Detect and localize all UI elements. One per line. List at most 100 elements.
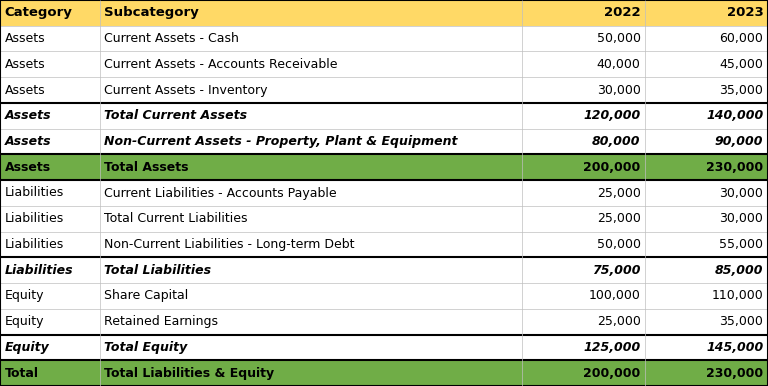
Bar xyxy=(0,129,100,154)
Bar xyxy=(645,309,768,335)
Bar xyxy=(645,283,768,309)
Bar xyxy=(0,232,100,257)
Bar xyxy=(100,257,522,283)
Text: 30,000: 30,000 xyxy=(597,83,641,96)
Text: 45,000: 45,000 xyxy=(720,58,763,71)
Bar xyxy=(100,0,522,26)
Text: 140,000: 140,000 xyxy=(706,109,763,122)
Bar xyxy=(522,360,645,386)
Text: 25,000: 25,000 xyxy=(597,315,641,328)
Bar xyxy=(645,26,768,51)
Text: Subcategory: Subcategory xyxy=(104,6,199,19)
Text: 200,000: 200,000 xyxy=(583,367,641,380)
Bar xyxy=(100,51,522,77)
Text: Assets: Assets xyxy=(5,32,45,45)
Text: 200,000: 200,000 xyxy=(583,161,641,174)
Text: 230,000: 230,000 xyxy=(707,161,763,174)
Bar xyxy=(522,0,645,26)
Text: 80,000: 80,000 xyxy=(592,135,641,148)
Bar xyxy=(100,232,522,257)
Text: 100,000: 100,000 xyxy=(588,290,641,303)
Bar xyxy=(522,26,645,51)
Text: Liabilities: Liabilities xyxy=(5,186,64,200)
Text: 30,000: 30,000 xyxy=(720,212,763,225)
Bar xyxy=(645,257,768,283)
Text: Assets: Assets xyxy=(5,109,51,122)
Text: 85,000: 85,000 xyxy=(715,264,763,277)
Text: 50,000: 50,000 xyxy=(597,238,641,251)
Text: Total Liabilities & Equity: Total Liabilities & Equity xyxy=(104,367,275,380)
Bar xyxy=(100,335,522,360)
Text: 35,000: 35,000 xyxy=(720,315,763,328)
Bar xyxy=(100,206,522,232)
Text: 2022: 2022 xyxy=(604,6,641,19)
Text: Current Liabilities - Accounts Payable: Current Liabilities - Accounts Payable xyxy=(104,186,337,200)
Text: 50,000: 50,000 xyxy=(597,32,641,45)
Bar xyxy=(100,309,522,335)
Bar xyxy=(522,77,645,103)
Bar xyxy=(522,309,645,335)
Text: Assets: Assets xyxy=(5,161,51,174)
Text: 145,000: 145,000 xyxy=(706,341,763,354)
Bar xyxy=(100,154,522,180)
Text: 120,000: 120,000 xyxy=(583,109,641,122)
Bar xyxy=(645,180,768,206)
Bar xyxy=(522,51,645,77)
Bar xyxy=(522,103,645,129)
Text: Total: Total xyxy=(5,367,38,380)
Bar xyxy=(522,283,645,309)
Text: 75,000: 75,000 xyxy=(592,264,641,277)
Bar xyxy=(522,154,645,180)
Text: 25,000: 25,000 xyxy=(597,212,641,225)
Text: Equity: Equity xyxy=(5,315,44,328)
Text: 60,000: 60,000 xyxy=(720,32,763,45)
Bar xyxy=(0,103,100,129)
Bar xyxy=(0,309,100,335)
Bar xyxy=(645,0,768,26)
Text: Assets: Assets xyxy=(5,58,45,71)
Text: Non-Current Liabilities - Long-term Debt: Non-Current Liabilities - Long-term Debt xyxy=(104,238,355,251)
Bar xyxy=(522,129,645,154)
Bar xyxy=(0,206,100,232)
Text: 55,000: 55,000 xyxy=(720,238,763,251)
Bar xyxy=(645,335,768,360)
Bar xyxy=(0,154,100,180)
Bar xyxy=(0,257,100,283)
Bar xyxy=(645,77,768,103)
Bar xyxy=(645,103,768,129)
Text: Liabilities: Liabilities xyxy=(5,238,64,251)
Text: Assets: Assets xyxy=(5,83,45,96)
Bar xyxy=(645,129,768,154)
Bar xyxy=(645,206,768,232)
Bar xyxy=(645,232,768,257)
Text: 40,000: 40,000 xyxy=(597,58,641,71)
Text: 110,000: 110,000 xyxy=(712,290,763,303)
Text: Assets: Assets xyxy=(5,135,51,148)
Text: Current Assets - Inventory: Current Assets - Inventory xyxy=(104,83,268,96)
Text: 230,000: 230,000 xyxy=(707,367,763,380)
Bar xyxy=(0,360,100,386)
Bar xyxy=(645,360,768,386)
Text: 30,000: 30,000 xyxy=(720,186,763,200)
Bar xyxy=(522,257,645,283)
Text: Total Current Liabilities: Total Current Liabilities xyxy=(104,212,248,225)
Bar xyxy=(0,51,100,77)
Text: Share Capital: Share Capital xyxy=(104,290,189,303)
Text: Total Assets: Total Assets xyxy=(104,161,189,174)
Text: 90,000: 90,000 xyxy=(715,135,763,148)
Bar xyxy=(522,206,645,232)
Bar xyxy=(100,129,522,154)
Bar xyxy=(645,154,768,180)
Text: Equity: Equity xyxy=(5,290,44,303)
Bar xyxy=(0,0,100,26)
Bar xyxy=(0,77,100,103)
Bar xyxy=(100,360,522,386)
Text: 35,000: 35,000 xyxy=(720,83,763,96)
Bar xyxy=(100,26,522,51)
Bar xyxy=(100,283,522,309)
Text: 25,000: 25,000 xyxy=(597,186,641,200)
Text: Current Assets - Cash: Current Assets - Cash xyxy=(104,32,240,45)
Text: Current Assets - Accounts Receivable: Current Assets - Accounts Receivable xyxy=(104,58,338,71)
Text: Liabilities: Liabilities xyxy=(5,212,64,225)
Text: Category: Category xyxy=(5,6,72,19)
